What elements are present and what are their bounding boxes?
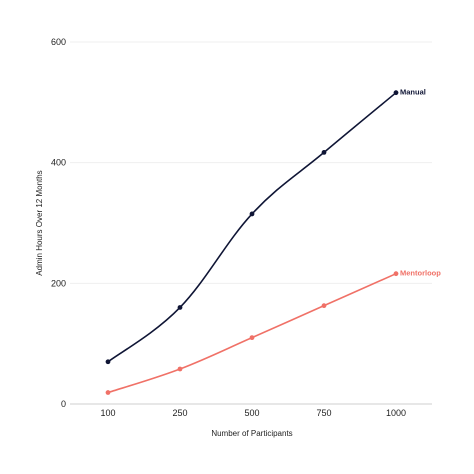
data-point xyxy=(249,335,255,341)
x-tick-labels: 100 250 500 750 1000 xyxy=(100,408,406,418)
y-tick-label: 0 xyxy=(61,399,66,409)
series-mentorloop: Mentorloop xyxy=(105,269,441,395)
data-point xyxy=(177,366,183,372)
data-point xyxy=(177,305,183,310)
y-axis-title: Admin Hours Over 12 Months xyxy=(35,170,44,275)
series-label: Manual xyxy=(400,88,426,97)
series-label: Mentorloop xyxy=(400,269,441,278)
x-tick-label: 750 xyxy=(316,408,331,418)
series-line xyxy=(107,92,397,363)
series-group: Manual Mentorloop xyxy=(105,88,441,395)
x-tick-label: 1000 xyxy=(386,408,406,418)
series-line xyxy=(107,272,397,394)
data-point xyxy=(321,150,327,155)
x-tick-label: 100 xyxy=(100,408,115,418)
y-tick-label: 600 xyxy=(51,37,66,47)
y-tick-label: 400 xyxy=(51,158,66,168)
data-point xyxy=(105,390,111,395)
y-tick-label: 200 xyxy=(51,278,66,288)
data-point xyxy=(105,359,111,365)
data-point xyxy=(321,303,327,309)
data-point xyxy=(249,211,255,217)
grid-lines xyxy=(70,41,432,284)
x-tick-label: 250 xyxy=(172,408,187,418)
data-point xyxy=(393,90,399,96)
series-manual: Manual xyxy=(105,88,426,365)
y-tick-labels: 0 200 400 600 xyxy=(51,37,66,409)
x-axis-title: Number of Participants xyxy=(211,429,292,438)
x-tick-label: 500 xyxy=(244,408,259,418)
data-point xyxy=(393,271,399,277)
